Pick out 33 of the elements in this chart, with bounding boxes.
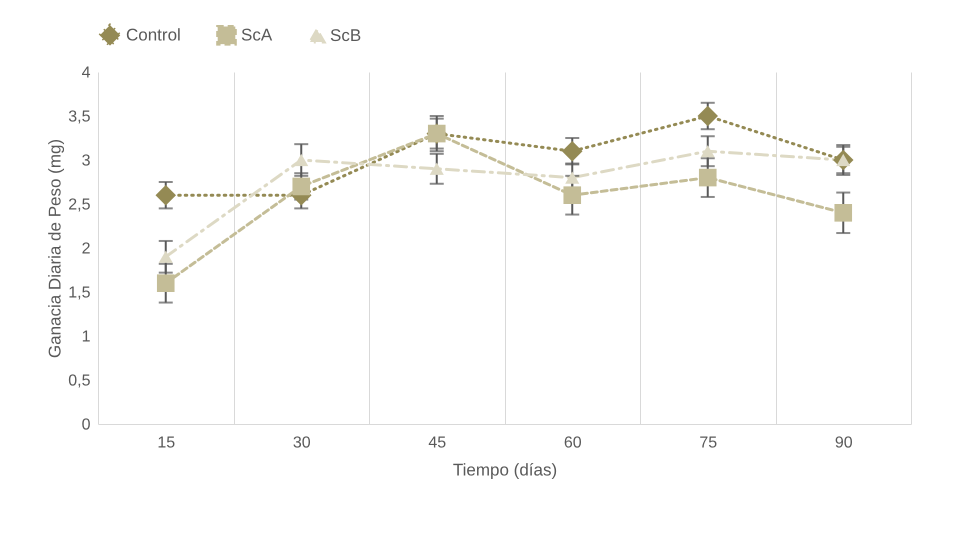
x-tick-label: 75 [699,434,718,452]
point [700,145,715,158]
point [158,250,173,263]
y-tick-label: 1,5 [68,284,91,302]
point [834,204,852,222]
x-tick-label: 30 [292,434,311,452]
point [565,171,580,184]
x-tick-label: 60 [564,434,582,452]
legend-label: ScA [241,25,273,44]
y-axis-title: Ganacia Diaria de Peso (mg) [45,138,64,358]
point [294,154,308,166]
y-tick-label: 2 [82,240,91,258]
point [698,168,717,186]
point [698,106,718,126]
y-tick-label: 4 [82,64,91,82]
y-tick-label: 3,5 [68,108,91,126]
point [292,178,310,196]
y-tick-label: 3 [82,152,91,170]
y-tick-label: 0,5 [68,372,91,390]
y-tick-label: 2,5 [68,196,91,214]
legend-label: Control [126,25,181,44]
y-tick-label: 0 [82,416,91,434]
point [156,184,176,206]
x-tick-label: 45 [428,434,446,452]
x-axis-title: Tiempo (días) [452,460,558,480]
point [430,162,444,175]
point [562,140,582,162]
x-tick-label: 15 [157,434,176,452]
point [156,274,175,292]
legend-label: ScB [330,26,362,45]
x-tick-label: 90 [834,434,853,452]
point [563,186,582,204]
y-tick-label: 1 [82,328,91,346]
